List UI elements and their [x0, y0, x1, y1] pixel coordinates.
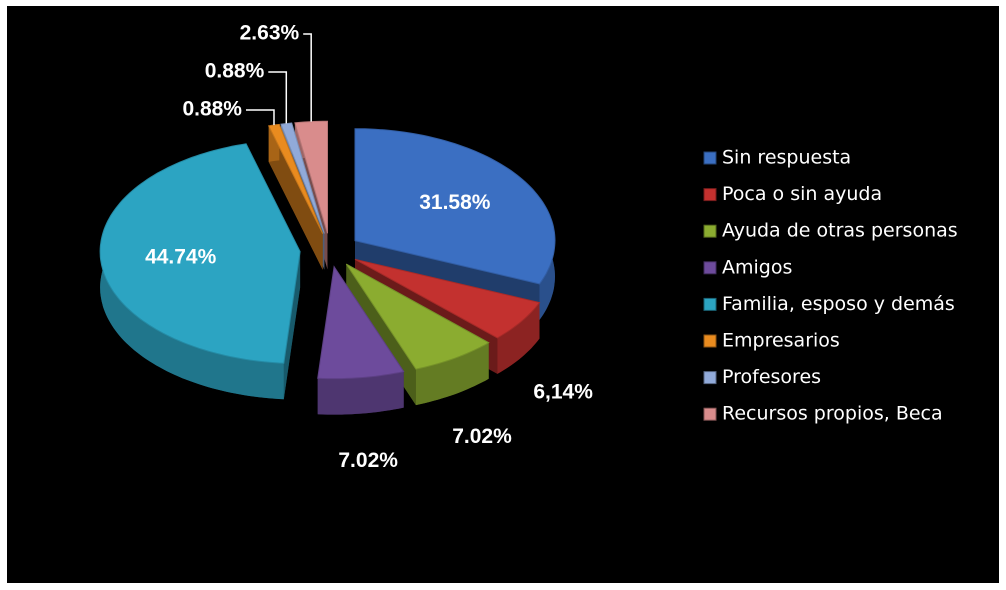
leader-line — [268, 71, 288, 124]
legend-label: Amigos — [722, 256, 792, 278]
legend-swatch — [703, 151, 717, 165]
legend-label: Familia, esposo y demás — [722, 293, 955, 315]
slice — [317, 265, 405, 380]
legend-swatch — [703, 334, 717, 348]
data-label: 6,14% — [533, 380, 593, 403]
leader-line — [303, 33, 312, 122]
data-label: 0.88% — [205, 60, 265, 83]
legend-label: Ayuda de otras personas — [722, 220, 958, 242]
slice — [345, 263, 490, 370]
data-label: 2.63% — [240, 22, 300, 45]
slice-outer-side — [317, 371, 404, 415]
slice-outer-side — [497, 302, 540, 374]
legend-label: Recursos propios, Beca — [722, 403, 943, 425]
legend-label: Empresarios — [722, 330, 840, 352]
legend-swatch — [703, 261, 717, 275]
data-label: 7.02% — [452, 425, 512, 448]
slice — [354, 258, 541, 339]
data-label: 7.02% — [338, 449, 398, 472]
legend-swatch — [703, 371, 717, 385]
legend-swatch — [703, 188, 717, 202]
data-label: 0.88% — [182, 98, 242, 121]
slice-outer-side — [415, 342, 489, 406]
legend-swatch — [703, 224, 717, 238]
legend: Sin respuesta Poca o sin ayuda Ayuda de ot… — [703, 147, 958, 425]
legend-label: Poca o sin ayuda — [722, 183, 882, 205]
legend-label: Sin respuesta — [722, 147, 851, 169]
legend-swatch — [703, 407, 717, 421]
slice — [280, 122, 325, 234]
leader-line — [245, 109, 275, 126]
slice — [99, 143, 301, 364]
legend-label: Profesores — [722, 366, 821, 388]
data-label: 44.74% — [145, 246, 217, 269]
legend-swatch — [703, 297, 717, 311]
data-label: 31.58% — [419, 191, 491, 214]
pie: 31.58% 6,14% 7.02% 7.02% 44.74% 0.88% 0.88% 2.6… — [99, 22, 593, 472]
slice-cut-side — [283, 251, 301, 400]
slice — [354, 128, 556, 285]
